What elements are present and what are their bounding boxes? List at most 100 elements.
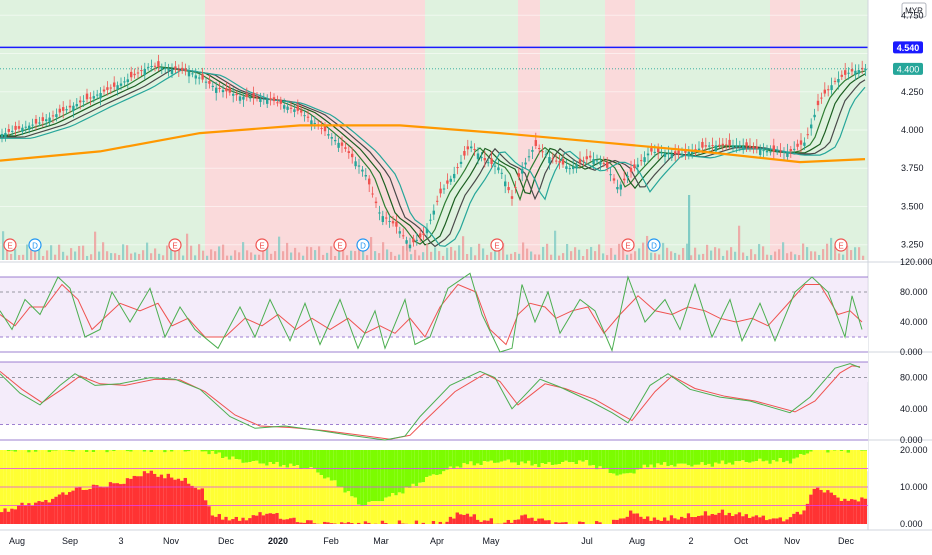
volume-bar [706,245,708,260]
candle-body [456,167,458,168]
time-axis-label: May [482,536,500,546]
histo-green-bar [48,450,51,452]
histo-green-bar [612,450,615,474]
histo-green-bar [493,450,496,463]
candle-body [201,74,203,79]
volume-bar [250,252,252,260]
candle-body [382,216,384,222]
dividend-marker[interactable]: D [29,239,41,251]
histo-green-bar [112,450,115,451]
histo-yellow-bar [639,469,642,517]
histo-red-bar [211,515,214,524]
histo-red-bar [483,520,486,524]
earnings-marker[interactable]: E [622,239,634,251]
earnings-marker[interactable]: E [491,239,503,251]
histo-green-bar [425,450,428,477]
candle-body [127,79,129,82]
histo-red-bar [694,517,697,524]
histo-yellow-bar [119,450,122,484]
histo-red-bar [731,516,734,524]
volume-bar [198,244,200,260]
histo-red-bar [381,521,384,524]
histo-yellow-bar [629,473,632,511]
volume-bar [138,254,140,260]
earnings-marker[interactable]: E [334,239,346,251]
candle-body [589,156,591,158]
volume-bar [282,251,284,260]
histo-red-bar [367,523,370,524]
volume-bar [722,256,724,260]
volume-bar [546,244,548,260]
histo-red-bar [269,513,272,524]
dividend-marker[interactable]: D [357,239,369,251]
volume-bar [782,242,784,260]
histo-red-bar [649,521,652,524]
earnings-marker[interactable]: E [4,239,16,251]
histo-yellow-bar [422,482,425,523]
histo-green-bar [184,450,187,451]
candle-body [711,145,713,146]
histo-red-bar [469,517,472,524]
histo-yellow-bar [374,501,377,524]
histo-green-bar [575,450,578,464]
histo-red-bar [473,514,476,524]
candle-body [817,101,819,105]
volume-bar [142,250,144,260]
histo-yellow-bar [44,450,47,500]
histo-green-bar [595,450,598,469]
volume-bar [702,254,704,260]
volume-bar [150,253,152,260]
histo-yellow-bar [7,451,10,512]
time-axis-label: Dec [218,536,235,546]
time-axis-label: Oct [734,536,749,546]
histo-red-bar [282,520,285,524]
candle-body [810,125,812,129]
histo-yellow-bar [513,462,516,519]
candle-body [35,119,37,124]
earnings-marker[interactable]: E [256,239,268,251]
volume-bar [122,244,124,260]
histo-green-bar [245,450,248,463]
earnings-marker[interactable]: E [169,239,181,251]
histo-yellow-bar [388,497,391,524]
candle-body [769,151,771,152]
candle-body [630,168,632,172]
volume-bar [378,253,380,260]
volume-bar [518,254,520,260]
dividend-marker[interactable]: D [648,239,660,251]
histo-yellow-bar [547,462,550,520]
volume-bar [162,255,164,260]
candle-body [521,169,523,174]
candle-body [195,75,197,78]
volume-bar [454,251,456,260]
histo-red-bar [864,499,867,524]
volume-bar [774,252,776,260]
candle-body [419,233,421,237]
volume-bar [778,249,780,260]
candle-body [157,61,159,67]
histo-green-bar [649,450,652,465]
histo-yellow-bar [61,450,64,492]
histo-green-bar [571,450,574,462]
histo-yellow-bar [486,462,489,521]
candle-body [552,158,554,159]
candle-body [538,148,540,149]
histo-green-bar [68,450,71,451]
histo-green-bar [496,450,499,463]
histo-green-bar [609,450,612,473]
histo-yellow-bar [24,450,27,505]
candle-body [76,104,78,106]
stoch-fast-tick-label: 120.000 [900,257,932,267]
histo-green-bar [381,450,384,501]
histo-yellow-bar [592,465,595,524]
time-axis-label: Jul [581,536,593,546]
earnings-marker[interactable]: E [835,239,847,251]
volume-bar [638,248,640,260]
histo-yellow-bar [748,463,751,518]
histo-yellow-bar [391,493,394,524]
histo-yellow-bar [65,450,68,494]
volume-bar [494,251,496,260]
volume-bar [74,252,76,260]
histo-green-bar [235,450,238,459]
